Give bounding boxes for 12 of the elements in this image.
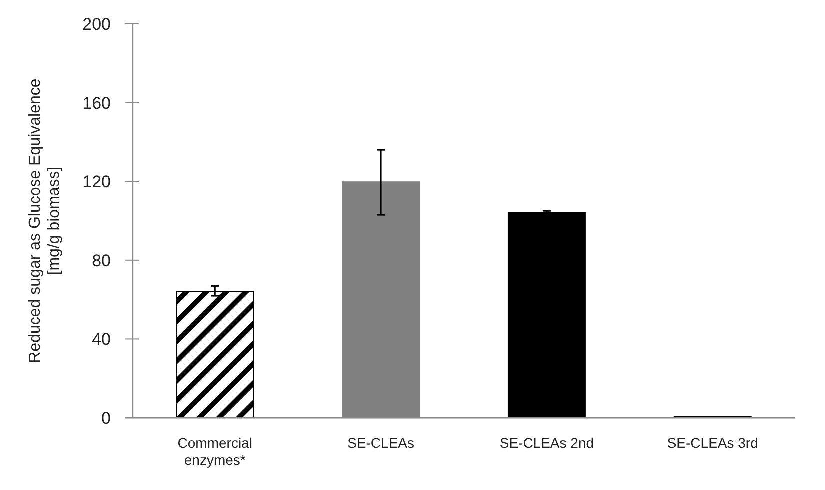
x-tick-label: SE-CLEAs 2nd — [500, 435, 594, 451]
y-tick-label: 0 — [102, 408, 111, 428]
x-tick-label: SE-CLEAs — [348, 435, 415, 451]
y-tick-label: 200 — [82, 14, 111, 34]
y-tick-label: 160 — [82, 94, 111, 113]
x-tick-label: Commercial enzymes* — [178, 435, 252, 468]
y-tick-label: 40 — [92, 330, 111, 350]
x-tick-label: SE-CLEAs 3rd — [667, 435, 758, 451]
y-axis-title: Reduced sugar as Glucose Equivalence [mg/g biomass] — [27, 78, 64, 364]
y-tick-label: 120 — [82, 172, 111, 192]
y-tick-label: 80 — [92, 251, 111, 270]
bar — [508, 212, 586, 418]
